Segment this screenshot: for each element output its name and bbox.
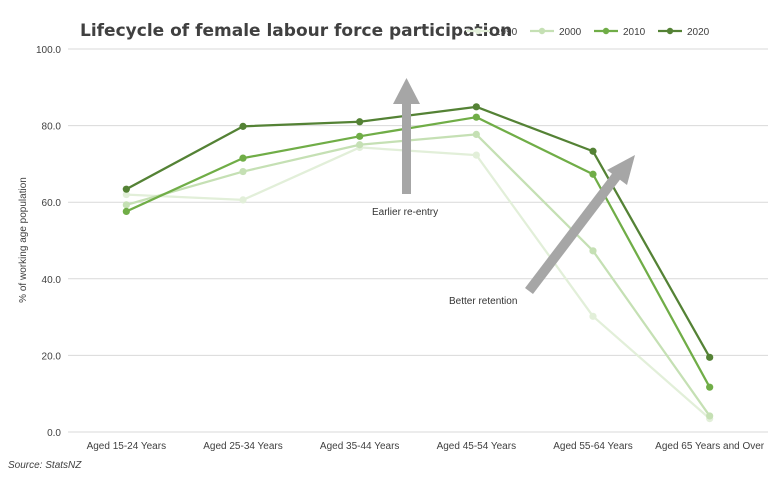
arrow-diagonal-head	[607, 155, 635, 185]
legend-item-1990: 1990	[466, 27, 518, 38]
data-point-2020-4	[589, 147, 597, 155]
legend: 1990 2000 2010 2020	[466, 27, 710, 38]
y-axis-label: % of working age population	[18, 177, 29, 303]
x-tick-label-aged-65-years-and-over: Aged 65 Years and Over	[655, 441, 765, 452]
data-point-2000-2	[356, 141, 364, 149]
data-point-2010-0	[122, 207, 130, 215]
data-point-1990-1	[239, 196, 247, 204]
arrow-up-shaft	[402, 100, 411, 194]
y-tick-label-40-0: 40.0	[42, 275, 62, 286]
legend-label-2020: 2020	[687, 27, 710, 38]
x-tick-label-aged-35-44-years: Aged 35-44 Years	[320, 441, 400, 452]
data-point-2020-2	[356, 118, 364, 126]
data-point-2000-4	[589, 247, 597, 255]
series-line-1990	[126, 146, 711, 420]
data-point-2000-5	[706, 412, 714, 420]
x-axis-ticks: Aged 15-24 Years Aged 25-34 Years Aged 35-…	[87, 441, 765, 452]
x-tick-label-aged-45-54-years: Aged 45-54 Years	[437, 441, 517, 452]
legend-item-2020: 2020	[658, 27, 710, 38]
annotation-earlier-reentry: Earlier re-entry	[372, 207, 438, 218]
legend-label-1990: 1990	[495, 27, 518, 38]
data-point-2020-5	[706, 353, 714, 361]
series-2000	[122, 130, 714, 420]
legend-item-2010: 2010	[594, 27, 646, 38]
series-group	[122, 103, 714, 423]
series-1990	[122, 143, 714, 423]
data-point-2000-3	[472, 130, 480, 139]
data-point-2020-3	[472, 103, 480, 111]
series-line-2010	[125, 116, 711, 388]
y-tick-label-0-0: 0.0	[47, 428, 61, 439]
data-point-1990-3	[472, 151, 480, 159]
chart-title: Lifecycle of female labour force partici…	[80, 21, 512, 41]
x-tick-label-aged-15-24-years: Aged 15-24 Years	[87, 441, 167, 452]
annotation-better-retention: Better retention	[449, 296, 517, 307]
y-tick-label-100-0: 100.0	[36, 45, 61, 56]
arrow-up-head	[393, 78, 420, 104]
annotations: Earlier re-entry Better retention	[372, 78, 635, 307]
data-point-2000-1	[239, 167, 247, 176]
data-point-1990-0	[122, 190, 130, 199]
source-note: Source: StatsNZ	[8, 460, 82, 471]
series-2010	[122, 113, 714, 391]
arrow-diagonal-shaft	[525, 170, 622, 295]
legend-swatch-marker-2000	[538, 27, 546, 35]
x-tick-label-aged-55-64-years: Aged 55-64 Years	[553, 441, 633, 452]
y-tick-label-20-0: 20.0	[42, 351, 62, 362]
legend-label-2000: 2000	[559, 27, 582, 38]
data-point-2010-1	[239, 154, 247, 162]
legend-item-2000: 2000	[530, 27, 582, 38]
arrow-up-icon	[393, 78, 420, 194]
legend-swatch-marker-2010	[602, 27, 610, 35]
data-point-2000-0	[122, 201, 130, 209]
data-point-2010-5	[706, 383, 714, 391]
legend-label-2010: 2010	[623, 27, 646, 38]
gridlines	[68, 48, 768, 433]
series-line-2020	[125, 105, 711, 358]
data-point-2010-3	[472, 113, 480, 121]
y-axis-ticks: 0.0 20.0 40.0 60.0 80.0 100.0	[36, 45, 61, 439]
legend-swatch-marker-2020	[666, 27, 674, 35]
data-point-2020-0	[122, 185, 130, 193]
data-point-2010-4	[589, 170, 597, 178]
data-point-1990-4	[589, 312, 597, 320]
x-tick-label-aged-25-34-years: Aged 25-34 Years	[203, 441, 283, 452]
series-line-2000	[126, 133, 711, 417]
y-tick-label-60-0: 60.0	[42, 198, 62, 209]
y-tick-label-80-0: 80.0	[42, 122, 62, 133]
arrow-diagonal-icon	[525, 155, 635, 295]
data-point-2010-2	[356, 132, 364, 140]
data-point-2020-1	[239, 122, 247, 130]
legend-swatch-marker-1990	[474, 27, 482, 35]
